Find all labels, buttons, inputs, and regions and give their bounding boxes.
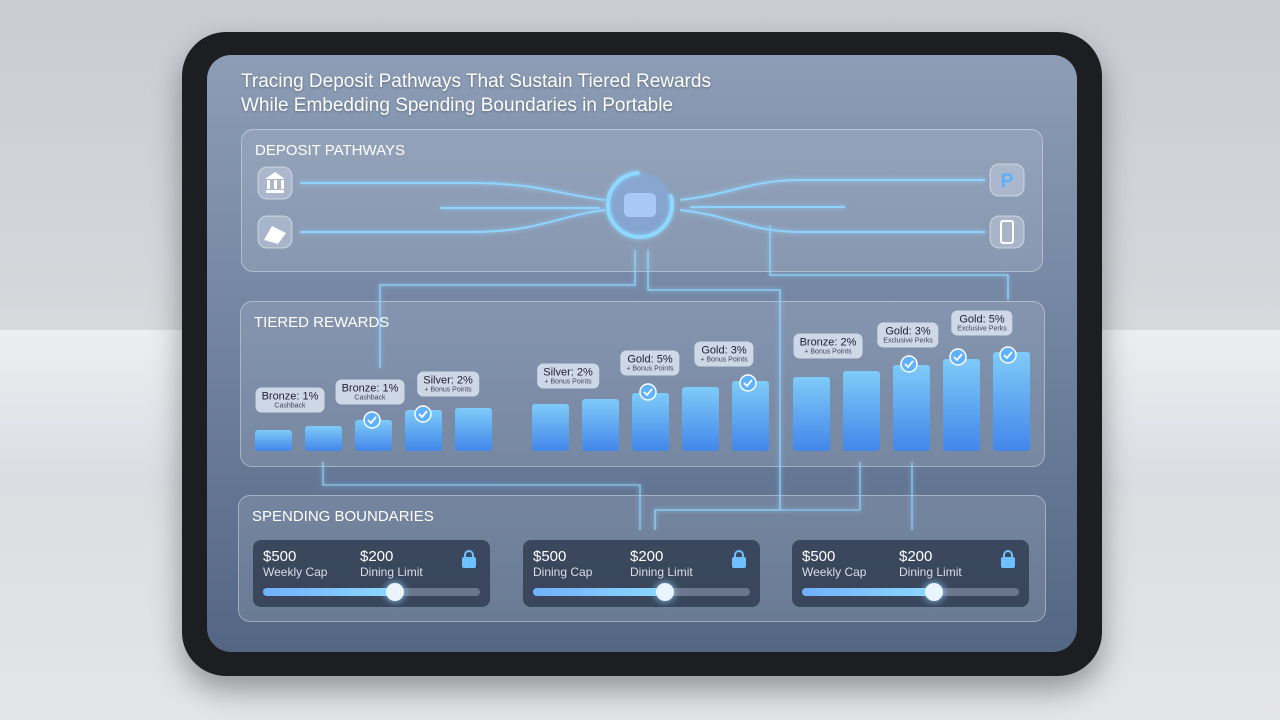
tier-title: Gold: 5%: [959, 313, 1005, 326]
tier-note: + Bonus Points: [626, 365, 674, 373]
tier-tag: Silver: 2% + Bonus Points: [537, 363, 599, 389]
tier-note: + Bonus Points: [700, 356, 748, 364]
lock-shackle: [464, 550, 474, 560]
check-mark: [743, 379, 753, 388]
reward-bar: [732, 381, 769, 451]
slider-knob: [386, 583, 404, 601]
reward-bar: [843, 371, 880, 451]
tier-tag: Bronze: 1% Cashback: [255, 387, 325, 413]
amount: $200: [630, 548, 664, 565]
check-mark: [418, 410, 428, 419]
tier-note: Exclusive Perks: [957, 325, 1007, 333]
tier-tag: Bronze: 1% Cashback: [335, 379, 405, 405]
reward-bar: [943, 359, 980, 451]
tier-title: Gold: 5%: [627, 353, 673, 366]
reward-bar: [793, 377, 830, 451]
check-mark: [1003, 351, 1013, 360]
tier-note: Cashback: [274, 402, 306, 410]
reward-bar: [355, 420, 392, 451]
tier-note: Exclusive Perks: [883, 337, 933, 345]
lock-icon: [732, 557, 746, 568]
slider-knob: [656, 583, 674, 601]
tier-tag: Gold: 3% Exclusive Perks: [877, 322, 939, 348]
amount: $200: [360, 548, 394, 565]
reward-bar: [632, 393, 669, 451]
svg-text:P: P: [1001, 171, 1014, 192]
title-line: Tracing Deposit Pathways That Sustain Ti…: [241, 71, 711, 92]
slider-fill: [263, 588, 395, 596]
amount: $500: [533, 548, 567, 565]
lock-icon: [462, 557, 476, 568]
lock-shackle: [1003, 550, 1013, 560]
amount-label: Weekly Cap: [802, 565, 867, 579]
amount-label: Dining Limit: [899, 565, 962, 579]
amount: $500: [802, 548, 836, 565]
check-badge: [739, 374, 757, 392]
amount-label: Dining Limit: [360, 565, 423, 579]
reward-bar: [405, 410, 442, 451]
check-mark: [367, 416, 377, 425]
slider-fill: [802, 588, 934, 596]
check-mark: [643, 388, 653, 397]
reward-bar: [893, 365, 930, 451]
section-title: DEPOSIT PATHWAYS: [255, 142, 406, 159]
tier-title: Bronze: 2%: [799, 336, 857, 349]
tier-note: + Bonus Points: [544, 378, 592, 386]
icon-glyphs: P: [264, 171, 1014, 244]
check-badge: [414, 405, 432, 423]
tier-tag: Silver: 2% + Bonus Points: [417, 371, 479, 397]
amount: $500: [263, 548, 297, 565]
limit-card: $500 Weekly Cap $200 Dining Limit: [792, 540, 1029, 607]
tier-tag: Gold: 5% + Bonus Points: [620, 350, 680, 376]
amount-label: Dining Cap: [533, 565, 593, 579]
tier-note: + Bonus Points: [804, 348, 852, 356]
pathways: [300, 179, 1009, 530]
amount: $200: [899, 548, 933, 565]
slider-fill: [533, 588, 665, 596]
reward-bar: [582, 399, 619, 451]
check-mark: [904, 360, 914, 369]
lock-shackle: [734, 550, 744, 560]
tier-note: Cashback: [354, 394, 386, 402]
tier-tag: Bronze: 2% + Bonus Points: [793, 333, 863, 359]
tier-title: Bronze: 1%: [261, 390, 319, 403]
title-line: While Embedding Spending Boundaries in P…: [241, 95, 673, 116]
amount-label: Weekly Cap: [263, 565, 328, 579]
lock-icon: [1001, 557, 1015, 568]
tier-title: Gold: 3%: [885, 325, 931, 338]
tier-note: + Bonus Points: [424, 386, 472, 394]
tier-title: Silver: 2%: [423, 374, 473, 387]
reward-bar: [305, 426, 342, 451]
section-title: SPENDING BOUNDARIES: [252, 508, 434, 525]
check-badge: [639, 383, 657, 401]
tier-tag: Gold: 3% + Bonus Points: [694, 341, 754, 367]
tier-title: Gold: 3%: [701, 344, 747, 357]
reward-bar: [532, 404, 569, 451]
tier-title: Bronze: 1%: [341, 382, 399, 395]
wallet-icon: [624, 193, 656, 217]
tier-title: Silver: 2%: [543, 366, 593, 379]
check-badge: [949, 348, 967, 366]
limit-card: $500 Dining Cap $200 Dining Limit: [523, 540, 760, 607]
reward-bar: [255, 430, 292, 451]
limit-card: $500 Weekly Cap $200 Dining Limit: [253, 540, 490, 607]
tier-tag: Gold: 5% Exclusive Perks: [951, 310, 1013, 336]
reward-bar: [993, 352, 1030, 451]
reward-bar: [455, 408, 492, 451]
check-badge: [363, 411, 381, 429]
amount-label: Dining Limit: [630, 565, 693, 579]
check-mark: [953, 353, 963, 362]
title: Tracing Deposit Pathways That Sustain Ti…: [241, 70, 711, 118]
section-title: TIERED REWARDS: [254, 314, 390, 331]
slider-knob: [925, 583, 943, 601]
check-badge: [999, 346, 1017, 364]
check-badge: [900, 355, 918, 373]
reward-bar: [682, 387, 719, 451]
